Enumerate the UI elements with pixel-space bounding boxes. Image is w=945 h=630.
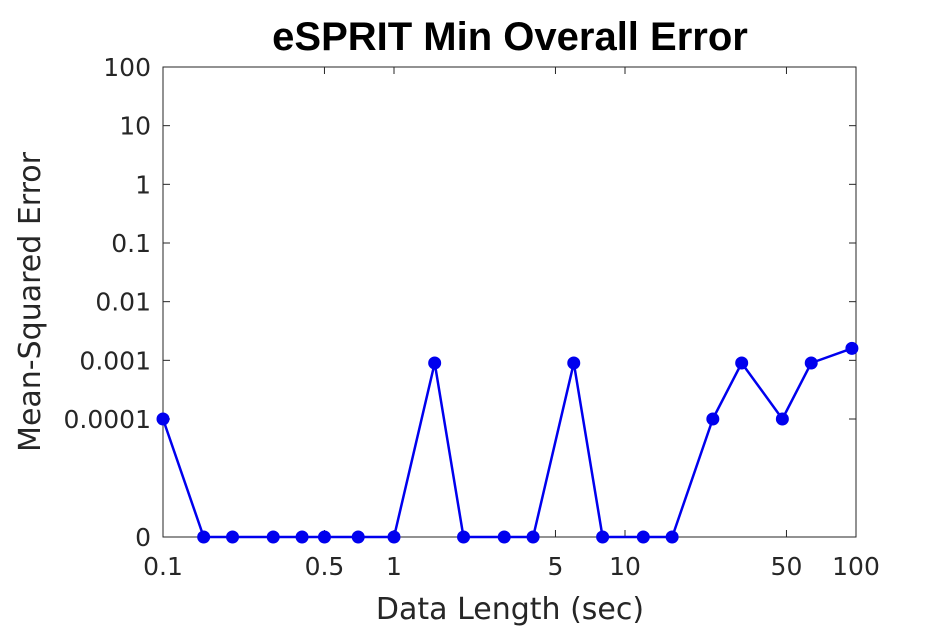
- y-tick-label: 100: [103, 53, 151, 82]
- chart-title: eSPRIT Min Overall Error: [272, 15, 748, 59]
- series-layer: [156, 341, 859, 544]
- x-tick-label: 100: [832, 552, 880, 581]
- x-tick-label: 1: [386, 552, 402, 581]
- x-axis: 0.1 0.5 1 5 10 50 100: [143, 67, 880, 581]
- data-point: [804, 356, 818, 370]
- data-point: [636, 530, 650, 544]
- plot-area: [162, 66, 857, 538]
- y-tick-label: 0.01: [95, 288, 151, 317]
- y-tick-label: 10: [119, 112, 151, 141]
- data-point: [428, 356, 442, 370]
- data-point: [317, 530, 331, 544]
- data-point: [387, 530, 401, 544]
- y-tick-label: 0.0001: [64, 405, 151, 434]
- data-point: [226, 530, 240, 544]
- y-tick-label: 1: [135, 170, 151, 199]
- data-point: [706, 412, 720, 426]
- data-point: [156, 412, 170, 426]
- data-point: [295, 530, 309, 544]
- x-tick-label: 0.1: [143, 552, 183, 581]
- plot-frame: [162, 66, 857, 538]
- data-point: [665, 530, 679, 544]
- x-tick-label: 0.5: [305, 552, 345, 581]
- data-point: [197, 530, 211, 544]
- x-axis-label: Data Length (sec): [376, 592, 644, 627]
- x-tick-label: 5: [548, 552, 564, 581]
- data-point: [567, 356, 581, 370]
- x-tick-label: 10: [609, 552, 641, 581]
- data-point: [497, 530, 511, 544]
- data-point: [526, 530, 540, 544]
- y-tick-label: 0.001: [79, 346, 151, 375]
- data-point: [775, 412, 789, 426]
- data-point: [351, 530, 365, 544]
- y-axis: 100 10 1 0.1 0.01 0.001 0.0001 0: [64, 53, 856, 552]
- y-tick-label: 0.1: [111, 229, 151, 258]
- data-point: [845, 341, 859, 355]
- y-tick-label: 0: [135, 523, 151, 552]
- y-axis-label: Mean-Squared Error: [13, 151, 48, 452]
- x-tick-label: 50: [771, 552, 803, 581]
- data-point: [596, 530, 610, 544]
- data-point: [735, 356, 749, 370]
- data-point: [266, 530, 280, 544]
- data-point: [457, 530, 471, 544]
